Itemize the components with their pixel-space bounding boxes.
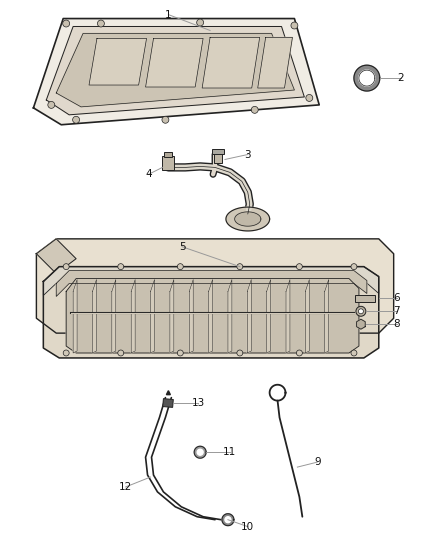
Bar [163,399,173,407]
Text: 1: 1 [165,10,172,20]
Text: 9: 9 [314,457,321,467]
Text: 6: 6 [393,293,400,303]
Text: 8: 8 [393,319,400,329]
Polygon shape [359,70,375,86]
Circle shape [63,20,70,27]
Polygon shape [145,38,203,87]
Polygon shape [222,514,234,526]
Polygon shape [325,279,328,353]
Circle shape [297,350,302,356]
Circle shape [162,116,169,123]
Polygon shape [247,279,251,353]
Polygon shape [66,279,359,353]
Polygon shape [56,34,294,107]
Polygon shape [258,37,293,88]
Polygon shape [92,279,96,353]
Circle shape [197,19,204,26]
Circle shape [291,22,298,29]
Polygon shape [170,279,174,353]
Polygon shape [354,65,380,91]
Circle shape [63,264,69,270]
Text: 4: 4 [145,169,152,180]
Circle shape [351,264,357,270]
Polygon shape [43,266,379,358]
Polygon shape [235,212,261,226]
Polygon shape [197,449,203,455]
Polygon shape [228,279,232,353]
Polygon shape [36,239,394,333]
Circle shape [251,107,258,114]
Polygon shape [286,279,290,353]
Polygon shape [33,19,319,125]
Text: 3: 3 [244,150,251,159]
Text: 5: 5 [179,242,186,252]
Polygon shape [270,385,286,401]
Circle shape [48,101,55,108]
Text: 2: 2 [397,73,404,83]
Circle shape [237,350,243,356]
Polygon shape [202,37,260,88]
Polygon shape [194,446,206,458]
Polygon shape [56,271,367,296]
Circle shape [306,94,313,101]
Polygon shape [357,319,365,329]
Circle shape [73,116,80,123]
Polygon shape [267,279,271,353]
Text: 12: 12 [119,482,132,492]
Polygon shape [43,266,379,295]
Polygon shape [166,391,170,394]
Polygon shape [151,279,155,353]
Polygon shape [36,239,76,273]
Circle shape [351,350,357,356]
Polygon shape [305,279,309,353]
Polygon shape [112,279,116,353]
Circle shape [177,264,183,270]
Bar [212,149,224,154]
Circle shape [177,350,183,356]
Text: 10: 10 [241,522,254,531]
Polygon shape [131,279,135,353]
Circle shape [356,306,366,316]
Circle shape [237,264,243,270]
Circle shape [63,350,69,356]
Polygon shape [208,279,212,353]
Text: 13: 13 [191,398,205,408]
Polygon shape [226,207,270,231]
Text: 7: 7 [393,306,400,316]
Bar [355,295,375,302]
Polygon shape [225,516,231,523]
Circle shape [118,350,124,356]
Polygon shape [46,27,304,115]
Polygon shape [73,279,77,353]
Circle shape [297,264,302,270]
Polygon shape [89,38,147,85]
Text: 11: 11 [223,447,237,457]
Polygon shape [189,279,193,353]
Circle shape [97,20,104,27]
Circle shape [358,309,364,314]
Circle shape [118,264,124,270]
Bar [164,151,173,157]
Bar [162,157,174,171]
Bar [214,151,222,164]
